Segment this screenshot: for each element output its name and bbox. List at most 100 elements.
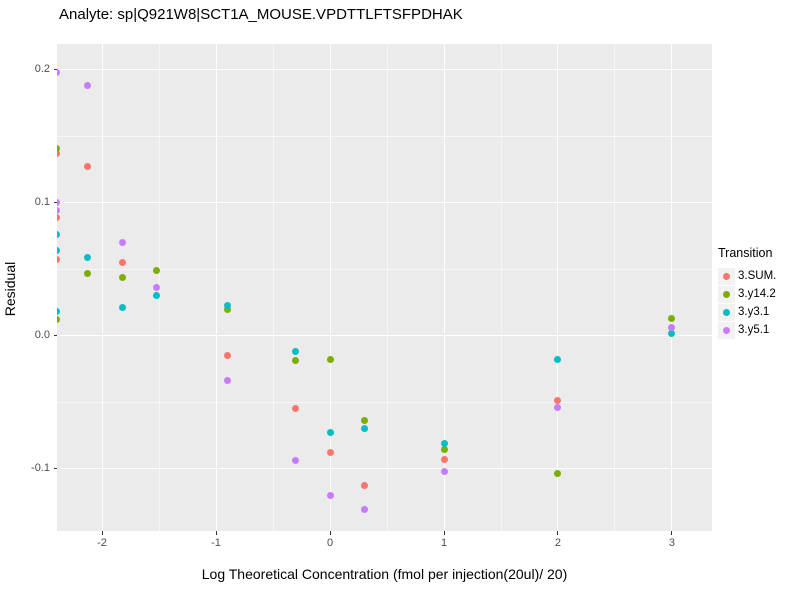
data-point-3.y5.1 — [326, 491, 334, 499]
data-point-3.y3.1 — [152, 292, 160, 300]
data-point-3.y3.1 — [360, 425, 368, 433]
data-point-3.y5.1 — [118, 239, 126, 247]
x-tick-label: -1 — [211, 537, 221, 549]
legend-label: 3.y3.1 — [738, 306, 770, 318]
minor-gridline-y — [57, 135, 712, 137]
y-tick-mark — [53, 468, 57, 470]
minor-gridline-x — [272, 44, 274, 531]
x-tick-mark — [671, 531, 673, 535]
major-gridline-y — [57, 69, 712, 71]
data-point-3.SUM. — [223, 352, 231, 360]
data-point-3.SUM. — [360, 482, 368, 490]
legend-label: 3.y5.1 — [738, 324, 770, 336]
legend-point-icon — [723, 308, 730, 316]
major-gridline-x — [671, 44, 673, 531]
data-point-3.SUM. — [440, 455, 448, 463]
data-point-3.y5.1 — [57, 199, 61, 207]
y-tick-label: 0.1 — [34, 196, 50, 209]
data-point-3.SUM. — [84, 163, 92, 171]
x-tick-mark — [215, 531, 217, 535]
data-point-3.y14.2 — [440, 446, 448, 454]
data-point-3.y14.2 — [84, 269, 92, 277]
x-axis-title: Log Theoretical Concentration (fmol per … — [201, 566, 568, 582]
legend-key-swatch — [718, 303, 735, 321]
data-point-3.y14.2 — [292, 357, 300, 365]
legend-key-swatch — [718, 321, 735, 339]
data-point-3.y5.1 — [554, 403, 562, 411]
data-point-3.y5.1 — [57, 207, 61, 215]
major-gridline-x — [215, 44, 217, 531]
legend-label: 3.SUM. — [738, 270, 777, 282]
minor-gridline-y — [57, 268, 712, 270]
data-point-3.y3.1 — [292, 348, 300, 356]
y-tick-label: -0.1 — [31, 462, 50, 475]
x-tick-mark — [443, 531, 445, 535]
data-point-3.y3.1 — [668, 329, 676, 337]
x-tick-mark — [557, 531, 559, 535]
y-axis-title: Residual — [2, 261, 18, 317]
data-point-3.y3.1 — [57, 247, 61, 255]
legend-entry-3.SUM.: 3.SUM. — [718, 267, 776, 285]
x-tick-label: -2 — [97, 537, 107, 549]
data-point-3.y14.2 — [223, 305, 231, 313]
data-point-3.SUM. — [57, 213, 61, 221]
data-point-3.y14.2 — [152, 267, 160, 275]
major-gridline-y — [57, 202, 712, 204]
legend-entry-3.y3.1: 3.y3.1 — [718, 303, 776, 321]
minor-gridline-x — [614, 44, 616, 531]
x-tick-label: 3 — [668, 537, 676, 549]
x-tick-label: 0 — [326, 537, 334, 549]
y-tick-mark — [53, 202, 57, 204]
minor-gridline-y — [57, 401, 712, 403]
data-point-3.y3.1 — [440, 439, 448, 447]
data-point-3.y14.2 — [554, 470, 562, 478]
legend-title: Transition — [718, 246, 773, 260]
data-point-3.y14.2 — [360, 417, 368, 425]
legend: Transition 3.SUM. 3.y14.2 3.y3.1 3.y5.1 — [718, 246, 776, 339]
major-gridline-x — [557, 44, 559, 531]
data-point-3.SUM. — [118, 259, 126, 267]
y-tick-label: 0.2 — [34, 63, 50, 76]
data-point-3.y5.1 — [84, 82, 92, 90]
major-gridline-y — [57, 468, 712, 470]
legend-entries: 3.SUM. 3.y14.2 3.y3.1 3.y5.1 — [718, 267, 776, 339]
major-gridline-x — [329, 44, 331, 531]
data-point-3.y3.1 — [57, 308, 61, 316]
data-point-3.y14.2 — [57, 144, 61, 152]
data-point-3.SUM. — [554, 397, 562, 405]
x-tick-label: 1 — [440, 537, 448, 549]
data-point-3.y3.1 — [326, 429, 334, 437]
plot-title: Analyte: sp|Q921W8|SCT1A_MOUSE.VPDTTLFTS… — [59, 6, 463, 23]
data-point-3.SUM. — [292, 405, 300, 413]
major-gridline-x — [443, 44, 445, 531]
legend-entry-3.y5.1: 3.y5.1 — [718, 321, 776, 339]
data-point-3.y3.1 — [118, 304, 126, 312]
data-point-3.y3.1 — [57, 231, 61, 239]
minor-gridline-x — [500, 44, 502, 531]
legend-label: 3.y14.2 — [738, 288, 776, 300]
data-point-3.y5.1 — [440, 467, 448, 475]
data-point-3.y14.2 — [57, 316, 61, 324]
plot-panel — [57, 44, 712, 531]
legend-key-swatch — [718, 285, 735, 303]
legend-point-icon — [723, 272, 730, 280]
major-gridline-x — [101, 44, 103, 531]
data-point-3.SUM. — [57, 256, 61, 264]
data-point-3.y5.1 — [668, 324, 676, 332]
x-tick-mark — [329, 531, 331, 535]
legend-key-swatch — [718, 267, 735, 285]
legend-point-icon — [723, 326, 730, 334]
y-tick-mark — [53, 335, 57, 337]
data-point-3.y5.1 — [223, 377, 231, 385]
data-point-3.y14.2 — [326, 356, 334, 364]
minor-gridline-x — [386, 44, 388, 531]
data-point-3.SUM. — [57, 150, 61, 158]
data-point-3.y5.1 — [152, 284, 160, 292]
data-point-3.y5.1 — [360, 506, 368, 514]
data-point-3.y14.2 — [668, 314, 676, 322]
data-point-3.y3.1 — [84, 253, 92, 261]
data-point-3.y3.1 — [223, 301, 231, 309]
data-point-3.y14.2 — [118, 273, 126, 281]
data-point-3.SUM. — [326, 449, 334, 457]
